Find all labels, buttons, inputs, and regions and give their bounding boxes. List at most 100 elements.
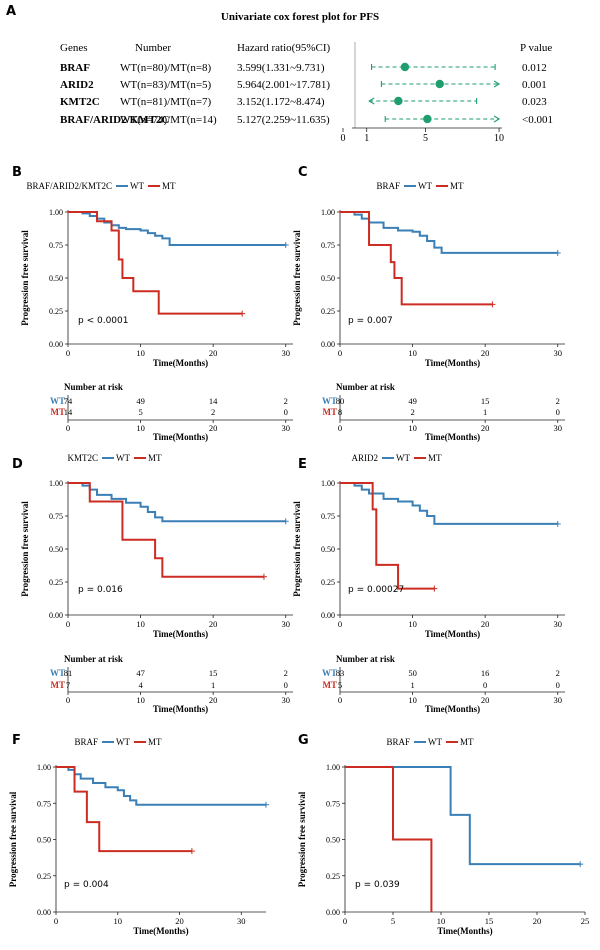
forest-gene: BRAF/ARID2/KMT2C — [60, 114, 169, 126]
forest-gene: ARID2 — [60, 79, 94, 91]
x-tick-label: 20 — [533, 916, 542, 926]
forest-rows: BRAF WT(n=80)/MT(n=8) 3.599(1.331~9.731) 0.… — [60, 62, 553, 126]
x-tick-label: 10 — [136, 348, 145, 358]
x-axis-label: Time(Months) — [153, 629, 208, 639]
legend-mt-label: MT — [148, 737, 162, 747]
risk-row-label-mt: MT — [323, 680, 338, 690]
risk-x-tick-label: 0 — [66, 423, 70, 433]
y-tick-label: 1.00 — [321, 479, 335, 488]
risk-x-tick-label: 30 — [553, 695, 562, 705]
risk-x-axis-label: Time(Months) — [425, 432, 480, 442]
legend-mt-label: MT — [450, 181, 464, 191]
y-tick-label: 0.50 — [37, 836, 51, 845]
panel-label: F — [12, 733, 21, 748]
forest-hr-text: 5.127(2.259~11.635) — [237, 114, 330, 126]
km-curve-wt — [345, 766, 581, 866]
risk-x-tick-label: 0 — [338, 695, 342, 705]
y-tick-label: 0.50 — [326, 836, 340, 845]
x-tick-label: 0 — [54, 916, 58, 926]
risk-x-tick-label: 10 — [136, 423, 145, 433]
x-tick-label: 10 — [114, 916, 123, 926]
panel-label: G — [298, 733, 309, 748]
km-panel-f: F BRAF WT MT 0.00 0.25 0.50 0.75 1.00 0 10 20 30 Time… — [8, 733, 269, 936]
risk-count-wt: 74 — [64, 396, 73, 406]
km-curve-wt — [340, 211, 558, 254]
p-value-label: p = 0.007 — [348, 316, 393, 326]
risk-table: Number at riskWTMT817047410151202030Time… — [50, 654, 293, 714]
legend-title: BRAF — [386, 737, 410, 747]
risk-count-wt: 2 — [556, 668, 560, 678]
x-tick-label: 30 — [553, 348, 562, 358]
x-tick-label: 0 — [66, 619, 70, 629]
legend-wt-label: WT — [428, 737, 442, 747]
y-tick-label: 1.00 — [326, 763, 340, 772]
risk-x-axis-label: Time(Months) — [153, 704, 208, 714]
forest-p-value: 0.001 — [522, 79, 547, 91]
forest-number: WT(n=74)/MT(n=14) — [120, 114, 217, 126]
legend: BRAF WT MT — [74, 737, 162, 747]
risk-title: Number at risk — [336, 382, 395, 392]
y-tick-label: 1.00 — [49, 208, 63, 217]
y-tick-label: 0.75 — [321, 241, 335, 250]
y-tick-label: 1.00 — [321, 208, 335, 217]
y-axis-label: Progression free survival — [292, 501, 302, 597]
y-tick-label: 0.00 — [49, 611, 63, 620]
risk-count-mt: 4 — [138, 680, 143, 690]
forest-hr-text: 3.152(1.172~8.474) — [237, 96, 325, 108]
forest-hr-text: 5.964(2.001~17.781) — [237, 79, 330, 91]
forest-ci-arrow-left — [368, 97, 375, 105]
x-tick-label: 15 — [485, 916, 494, 926]
forest-hr-point — [435, 79, 444, 89]
km-panel-d: D KMT2C WT MT0.000.250.500.751.000 10 20 30Tim… — [12, 453, 293, 714]
y-tick-label: 0.50 — [49, 545, 63, 554]
forest-number: WT(n=81)/MT(n=7) — [120, 96, 212, 108]
forest-header-genes: Genes — [60, 42, 88, 54]
risk-table: Number at riskWTMT7414049510142202030Tim… — [50, 382, 293, 442]
forest-gene: BRAF — [60, 62, 90, 74]
legend-title: BRAF/ARID2/KMT2C — [26, 181, 112, 191]
x-axis-label: Time(Months) — [133, 926, 188, 936]
risk-count-wt: 81 — [64, 668, 73, 678]
risk-count-wt: 47 — [136, 668, 145, 678]
forest-row: BRAF WT(n=80)/MT(n=8) 3.599(1.331~9.731) 0.… — [60, 62, 547, 74]
y-tick-label: 0.00 — [37, 908, 51, 917]
y-tick-label: 0.25 — [321, 307, 335, 316]
x-tick-label: 0 — [66, 348, 70, 358]
km-panel-g: G BRAF WT MT 0.00 0.25 0.50 0.75 1.00 0 5 10 15 20 25 T… — [297, 733, 589, 936]
risk-x-tick-label: 20 — [209, 423, 218, 433]
forest-number: WT(n=80)/MT(n=8) — [120, 62, 212, 74]
risk-x-tick-label: 0 — [66, 695, 70, 705]
p-value-label: p = 0.00027 — [348, 585, 404, 595]
risk-count-mt: 7 — [66, 680, 70, 690]
risk-row-label-mt: MT — [323, 407, 338, 417]
risk-count-wt: 80 — [336, 396, 345, 406]
y-tick-label: 0.00 — [321, 340, 335, 349]
x-tick-label: 30 — [553, 619, 562, 629]
forest-p-value: <0.001 — [522, 114, 553, 126]
risk-row-label-wt: WT — [50, 396, 65, 406]
y-tick-label: 0.50 — [321, 545, 335, 554]
legend-mt-label: MT — [148, 453, 162, 463]
x-tick-label: 30 — [237, 916, 246, 926]
risk-count-wt: 2 — [284, 668, 288, 678]
risk-row-label-wt: WT — [50, 668, 65, 678]
x-tick-label: 20 — [175, 916, 184, 926]
risk-count-mt: 2 — [410, 407, 414, 417]
y-tick-label: 0.00 — [326, 908, 340, 917]
risk-x-tick-label: 20 — [481, 423, 490, 433]
risk-x-tick-label: 10 — [408, 695, 417, 705]
risk-count-wt: 49 — [136, 396, 145, 406]
forest-hr-point — [394, 96, 403, 106]
forest-title: Univariate cox forest plot for PFS — [221, 11, 379, 23]
risk-title: Number at risk — [64, 382, 123, 392]
y-axis-label: Progression free survival — [292, 230, 302, 326]
risk-x-tick-label: 0 — [338, 423, 342, 433]
km-curve-wt — [68, 211, 286, 246]
risk-count-wt: 15 — [209, 668, 218, 678]
forest-tick-label: 5 — [423, 133, 428, 144]
y-tick-label: 0.25 — [321, 578, 335, 587]
